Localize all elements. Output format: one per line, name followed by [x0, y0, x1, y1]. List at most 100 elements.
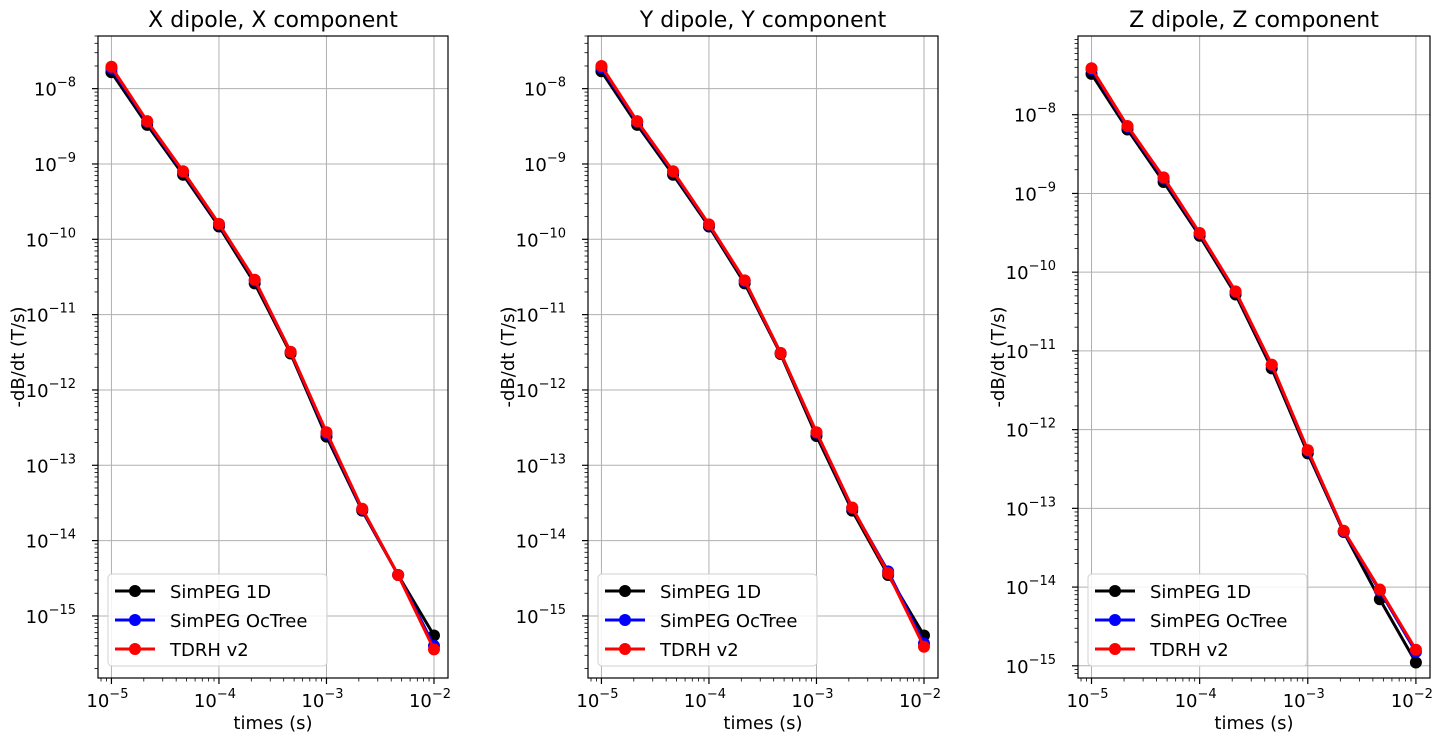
- chart-title: X dipole, X component: [148, 8, 398, 33]
- x-tick-label: 10−2: [899, 687, 941, 712]
- legend-label: TDRH v2: [659, 640, 739, 661]
- x-tick-label: 10−3: [791, 687, 833, 712]
- x-tick-label: 10−2: [1391, 687, 1433, 712]
- data-point: [810, 426, 823, 439]
- legend-marker: [619, 614, 631, 626]
- data-point: [427, 643, 440, 656]
- data-point: [320, 426, 333, 439]
- y-tick-label: 10−10: [516, 226, 566, 251]
- data-point: [284, 345, 297, 358]
- y-tick-label: 10−8: [1014, 102, 1056, 127]
- data-point: [1121, 119, 1134, 132]
- legend-label: TDRH v2: [1149, 640, 1229, 661]
- data-point: [917, 640, 930, 653]
- y-axis-label: -dB/dt (T/s): [8, 306, 29, 407]
- y-tick-label: 10−8: [34, 76, 76, 101]
- legend-marker: [1109, 585, 1121, 597]
- x-tick-label: 10−3: [1283, 687, 1325, 712]
- series-line-2: [1090, 67, 1418, 651]
- data-point: [356, 502, 369, 515]
- chart-panel-3: 10−5 10−4 10−3 10−2 10−15 10−14 10−13 10−12 10−1…: [988, 8, 1433, 734]
- legend-box: [597, 573, 818, 667]
- data-point: [1229, 285, 1242, 298]
- x-tick-label: 10−4: [1175, 687, 1217, 712]
- x-tick-label: 10−3: [301, 687, 343, 712]
- axes-frame: [97, 35, 449, 679]
- legend-marker: [129, 643, 141, 655]
- legend-label: SimPEG OcTree: [660, 611, 797, 632]
- data-point: [667, 165, 680, 178]
- data-point: [1265, 358, 1278, 371]
- x-tick-label: 10−2: [409, 687, 451, 712]
- y-tick-label: 10−12: [1006, 417, 1056, 442]
- chart-panel-1: 10−5 10−4 10−3 10−2 10−15 10−14 10−13 10−12 10−1…: [8, 8, 451, 734]
- data-point: [882, 567, 895, 580]
- legend-marker: [619, 643, 631, 655]
- x-axis-label: times (s): [1214, 713, 1293, 734]
- x-tick-label: 10−5: [86, 687, 128, 712]
- x-tick-label: 10−4: [194, 687, 236, 712]
- y-tick-label: 10−11: [1006, 338, 1056, 363]
- legend-label: SimPEG 1D: [170, 582, 271, 603]
- legend-label: SimPEG 1D: [1150, 582, 1251, 603]
- x-tick-label: 10−4: [684, 687, 726, 712]
- x-tick-label: 10−5: [1066, 687, 1108, 712]
- y-tick-label: 10−12: [516, 377, 566, 402]
- y-tick-label: 10−15: [1006, 653, 1056, 678]
- data-point: [1373, 583, 1386, 596]
- legend-label: SimPEG OcTree: [170, 611, 307, 632]
- data-point: [141, 115, 154, 128]
- series-line-2: [600, 65, 926, 648]
- data-point: [595, 59, 608, 72]
- data-point: [1301, 444, 1314, 457]
- y-tick-label: 10−14: [26, 528, 76, 553]
- data-point: [1085, 62, 1098, 75]
- y-tick-label: 10−15: [26, 603, 76, 628]
- legend-marker: [1109, 643, 1121, 655]
- y-tick-label: 10−9: [34, 151, 76, 176]
- series-line-1: [110, 67, 436, 647]
- legend-marker: [1109, 614, 1121, 626]
- legend-box: [1087, 573, 1308, 667]
- axes-frame: [587, 35, 939, 679]
- y-tick-label: 10−14: [1006, 574, 1056, 599]
- legend-marker: [129, 585, 141, 597]
- y-tick-label: 10−14: [516, 528, 566, 553]
- series-line-2: [110, 65, 436, 651]
- data-point: [738, 274, 751, 287]
- y-tick-label: 10−10: [26, 226, 76, 251]
- series-line-1: [1090, 68, 1418, 653]
- chart-title: Y dipole, Y component: [639, 8, 887, 33]
- legend: SimPEG 1D SimPEG OcTree TDRH v2: [107, 573, 328, 667]
- data-point: [702, 218, 715, 231]
- data-point: [105, 60, 118, 73]
- legend-label: TDRH v2: [169, 640, 249, 661]
- data-point: [1337, 524, 1350, 537]
- y-tick-label: 10−10: [1006, 259, 1056, 284]
- legend-marker: [129, 614, 141, 626]
- data-point: [392, 568, 405, 581]
- data-point: [631, 115, 644, 128]
- y-tick-label: 10−13: [26, 452, 76, 477]
- y-axis-label: -dB/dt (T/s): [988, 306, 1009, 407]
- y-tick-label: 10−13: [516, 452, 566, 477]
- y-axis-label: -dB/dt (T/s): [498, 306, 519, 407]
- x-axis-label: times (s): [233, 713, 312, 734]
- data-point: [1409, 643, 1422, 656]
- y-tick-label: 10−13: [1006, 495, 1056, 520]
- data-point: [1409, 656, 1422, 669]
- data-point: [1157, 171, 1170, 184]
- data-point: [177, 165, 190, 178]
- x-tick-label: 10−5: [576, 687, 618, 712]
- legend: SimPEG 1D SimPEG OcTree TDRH v2: [597, 573, 818, 667]
- legend-box: [107, 573, 328, 667]
- y-tick-label: 10−15: [516, 603, 566, 628]
- data-point: [248, 273, 261, 286]
- x-axis-label: times (s): [723, 713, 802, 734]
- axes-frame: [1077, 35, 1431, 679]
- y-tick-label: 10−12: [26, 377, 76, 402]
- legend: SimPEG 1D SimPEG OcTree TDRH v2: [1087, 573, 1308, 667]
- legend-label: SimPEG OcTree: [1150, 611, 1287, 632]
- y-tick-label: 10−11: [26, 302, 76, 327]
